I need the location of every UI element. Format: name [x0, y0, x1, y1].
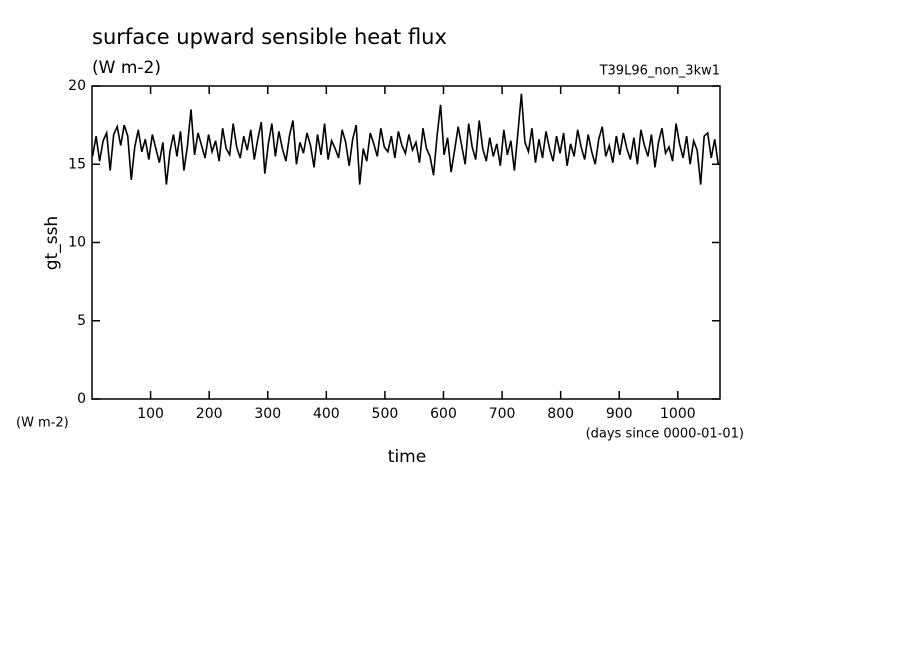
x-tick-label: 900: [606, 406, 633, 422]
chart-title: surface upward sensible heat flux: [92, 25, 447, 49]
x-tick-label: 400: [313, 406, 340, 422]
x-units: (days since 0000-01-01): [586, 427, 744, 442]
x-tick-label: 700: [489, 406, 516, 422]
x-tick-label: 1000: [660, 406, 696, 422]
data-line: [91, 93, 720, 185]
x-tick-label: 200: [196, 406, 223, 422]
y-tick-label: 20: [68, 78, 86, 94]
x-tick-label: 800: [547, 406, 574, 422]
x-tick-label: 300: [254, 406, 281, 422]
x-tick-label: 500: [372, 406, 399, 422]
x-tick-label: 600: [430, 406, 457, 422]
y-tick-label: 0: [77, 391, 86, 407]
y-tick-label: 10: [68, 235, 86, 251]
y-axis-label: gt_ssh: [42, 216, 62, 270]
annotation: T39L96_non_3kw1: [599, 64, 720, 79]
x-axis-label: time: [388, 447, 426, 467]
y-units: (W m-2): [16, 416, 69, 431]
y-tick-label: 15: [68, 156, 86, 172]
y-tick-label: 5: [77, 313, 86, 329]
x-tick-label: 100: [137, 406, 164, 422]
plot-frame: [91, 85, 721, 400]
chart-subtitle: (W m-2): [92, 58, 161, 78]
